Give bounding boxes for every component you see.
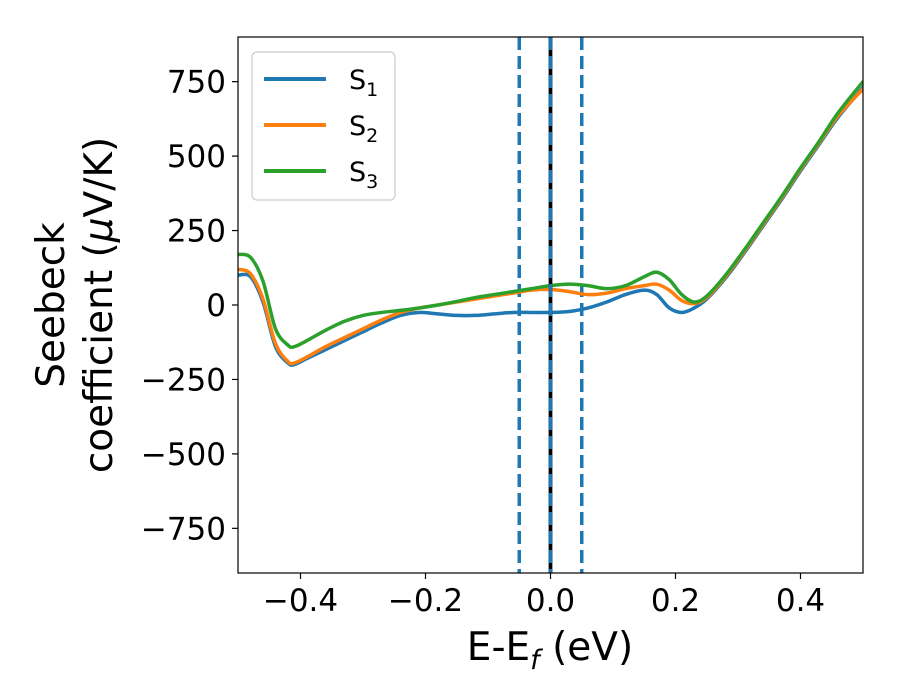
legend-label-s3: S3	[349, 157, 378, 193]
y-axis-title-line2: coefficient (μV/K)	[77, 137, 122, 473]
x-tick-label: −0.2	[388, 583, 463, 619]
y-axis-title: Seebeck coefficient (μV/K)	[29, 137, 122, 473]
y-tick-label: −500	[141, 437, 226, 473]
legend: S1 S2 S3	[251, 51, 396, 201]
y-axis-ticks: 750 500 250 0 −250 −500 −750	[141, 65, 238, 547]
y-tick-label: 250	[167, 214, 226, 250]
y-tick-label: 0	[206, 288, 226, 324]
y-axis-title-suffix: V/K)	[77, 137, 122, 218]
x-tick-label: 0.0	[526, 583, 575, 619]
legend-label-s1: S1	[349, 65, 378, 101]
x-axis-ticks: −0.4 −0.2 0.0 0.2 0.4	[263, 573, 825, 619]
y-tick-label: −250	[141, 362, 226, 398]
series-line-s3	[238, 79, 863, 350]
x-axis-title-main: E-E	[467, 625, 530, 670]
y-tick-label: 500	[167, 139, 226, 175]
y-tick-label: 750	[167, 65, 226, 101]
y-axis-title-mu: μ	[77, 217, 122, 243]
legend-label-s2: S2	[349, 111, 378, 147]
y-tick-label: −750	[141, 511, 226, 547]
y-axis-title-prefix: coefficient (	[77, 242, 122, 473]
x-tick-label: −0.4	[263, 583, 338, 619]
x-axis-title: E-Ef (eV)	[467, 625, 633, 676]
series-lines	[238, 37, 863, 573]
x-axis-title-unit: (eV)	[540, 625, 634, 670]
x-tick-label: 0.4	[776, 583, 825, 619]
y-axis-title-line1: Seebeck	[29, 222, 74, 388]
x-tick-label: 0.2	[651, 583, 700, 619]
